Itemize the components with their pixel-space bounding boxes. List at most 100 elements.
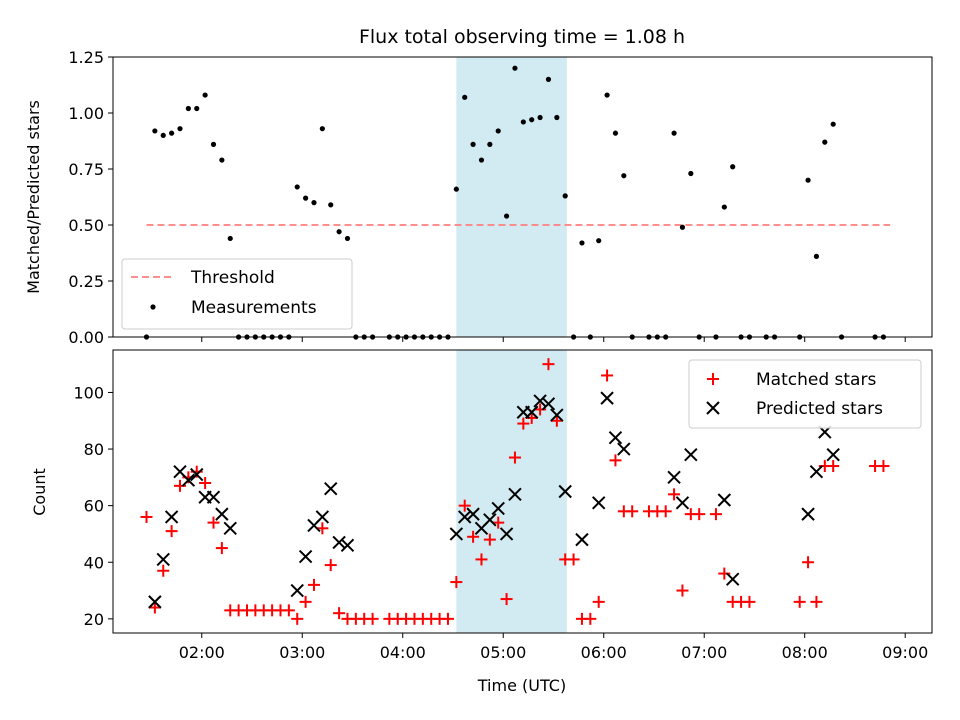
measurement-point [621, 173, 627, 179]
top-axes-frame [112, 56, 933, 338]
matched-point [877, 460, 890, 473]
predicted-point [298, 549, 313, 564]
bottom-x-tick-label: 06:00 [581, 643, 627, 662]
matched-point [467, 530, 480, 543]
matched-point [173, 479, 186, 492]
legend-predicted-swatch [706, 401, 720, 415]
predicted-point [483, 513, 497, 527]
bottom-y-tick-label: 80 [84, 440, 104, 459]
matched-point [709, 508, 722, 521]
predicted-point [826, 448, 840, 462]
bottom-x-ticks: 02:00 03:00 04:00 05:00 06:00 07:00 08:00 09:00 [179, 633, 928, 662]
measurement-point [529, 117, 535, 123]
top-title: Flux total observing time = 1.08 h [359, 26, 685, 48]
bottom-y-tick-label: 20 [84, 610, 104, 629]
matched-point [324, 559, 337, 572]
measurement-point [512, 65, 518, 71]
matched-point [693, 508, 706, 521]
measurement-point [537, 114, 543, 121]
bottom-x-tick-label: 08:00 [782, 643, 828, 662]
top-legend-frame [121, 258, 353, 330]
predicted-point [181, 473, 196, 487]
matched-point [542, 358, 555, 371]
predicted-point [558, 484, 572, 499]
matched-point [207, 516, 220, 529]
predicted-point [458, 510, 472, 524]
measurement-point [210, 141, 217, 147]
measurement-point [202, 92, 208, 98]
matched-point [626, 505, 639, 518]
measurement-point [294, 184, 300, 190]
matched-point [517, 417, 530, 430]
bottom-y-ticks: 20 40 60 80 100 [73, 383, 113, 629]
predicted-point [148, 595, 162, 609]
top-y-tick-label: 0.25 [68, 272, 104, 291]
bottom-y-tick-label: 60 [84, 497, 104, 516]
predicted-point [717, 493, 732, 507]
bottom-x-tick-label: 04:00 [380, 643, 426, 662]
bottom-legend: Matched stars Predicted stars [688, 359, 922, 429]
measurement-point [822, 139, 828, 145]
matched-point [316, 522, 329, 535]
matched-point [458, 499, 471, 512]
measurement-point [219, 157, 225, 163]
predicted-point [156, 552, 170, 567]
matched-point [483, 533, 496, 546]
measurement-point [562, 193, 568, 199]
predicted-point [541, 397, 556, 411]
matched-point [333, 607, 346, 620]
top-panel: 0.00 0.25 0.50 0.75 1.00 1.25 Flux total obse… [24, 26, 933, 347]
predicted-point [332, 535, 346, 550]
matched-point [475, 553, 488, 566]
matched-point [492, 516, 505, 529]
matched-point [609, 454, 622, 467]
predicted-point [575, 532, 589, 547]
measurement-point [478, 157, 485, 163]
matched-point [668, 488, 681, 501]
predicted-point [533, 394, 547, 408]
predicted-point [190, 467, 204, 482]
predicted-point [725, 572, 740, 586]
bottom-x-tick-label: 02:00 [179, 643, 225, 662]
top-y-ticks: 0.00 0.25 0.50 0.75 1.00 1.25 [68, 48, 113, 347]
bottom-panel: 20 40 60 80 100 02:00 03:00 04:00 05:00 06:00 07:… [30, 349, 933, 695]
predicted-point [667, 470, 681, 485]
measurement-point [830, 121, 836, 127]
matched-point [743, 595, 756, 608]
matched-point [508, 451, 521, 464]
bottom-y-label: Count [30, 468, 49, 516]
matched-point [215, 542, 228, 555]
top-y-tick-label: 1.25 [68, 48, 104, 67]
matched-point [140, 510, 153, 523]
matched-point [500, 593, 513, 606]
bottom-x-label: Time (UTC) [477, 676, 566, 695]
top-span [456, 57, 567, 337]
measurement-point [169, 130, 175, 136]
matched-point [802, 556, 815, 569]
bottom-x-tick-label: 03:00 [279, 643, 325, 662]
matched-point [550, 414, 563, 427]
measurement-point [813, 253, 820, 259]
measurement-point [152, 128, 158, 134]
measurement-point [177, 126, 183, 132]
predicted-points [148, 391, 840, 609]
measurement-point [311, 200, 317, 206]
predicted-point [290, 583, 304, 598]
matched-point [592, 595, 605, 608]
matched-point [718, 567, 731, 580]
measurement-point [730, 164, 736, 170]
legend-threshold-label: Threshold [190, 268, 275, 288]
predicted-point [675, 496, 690, 510]
predicted-point [801, 507, 815, 521]
predicted-point [215, 507, 229, 521]
measurement-point [721, 204, 727, 210]
predicted-point [684, 448, 698, 462]
measurement-point [453, 186, 459, 192]
predicted-point [809, 464, 824, 479]
measurement-point [503, 213, 510, 219]
measurement-point [160, 132, 166, 138]
matched-point [165, 525, 178, 538]
measurement-point [671, 130, 677, 136]
measurement-point [545, 76, 552, 82]
